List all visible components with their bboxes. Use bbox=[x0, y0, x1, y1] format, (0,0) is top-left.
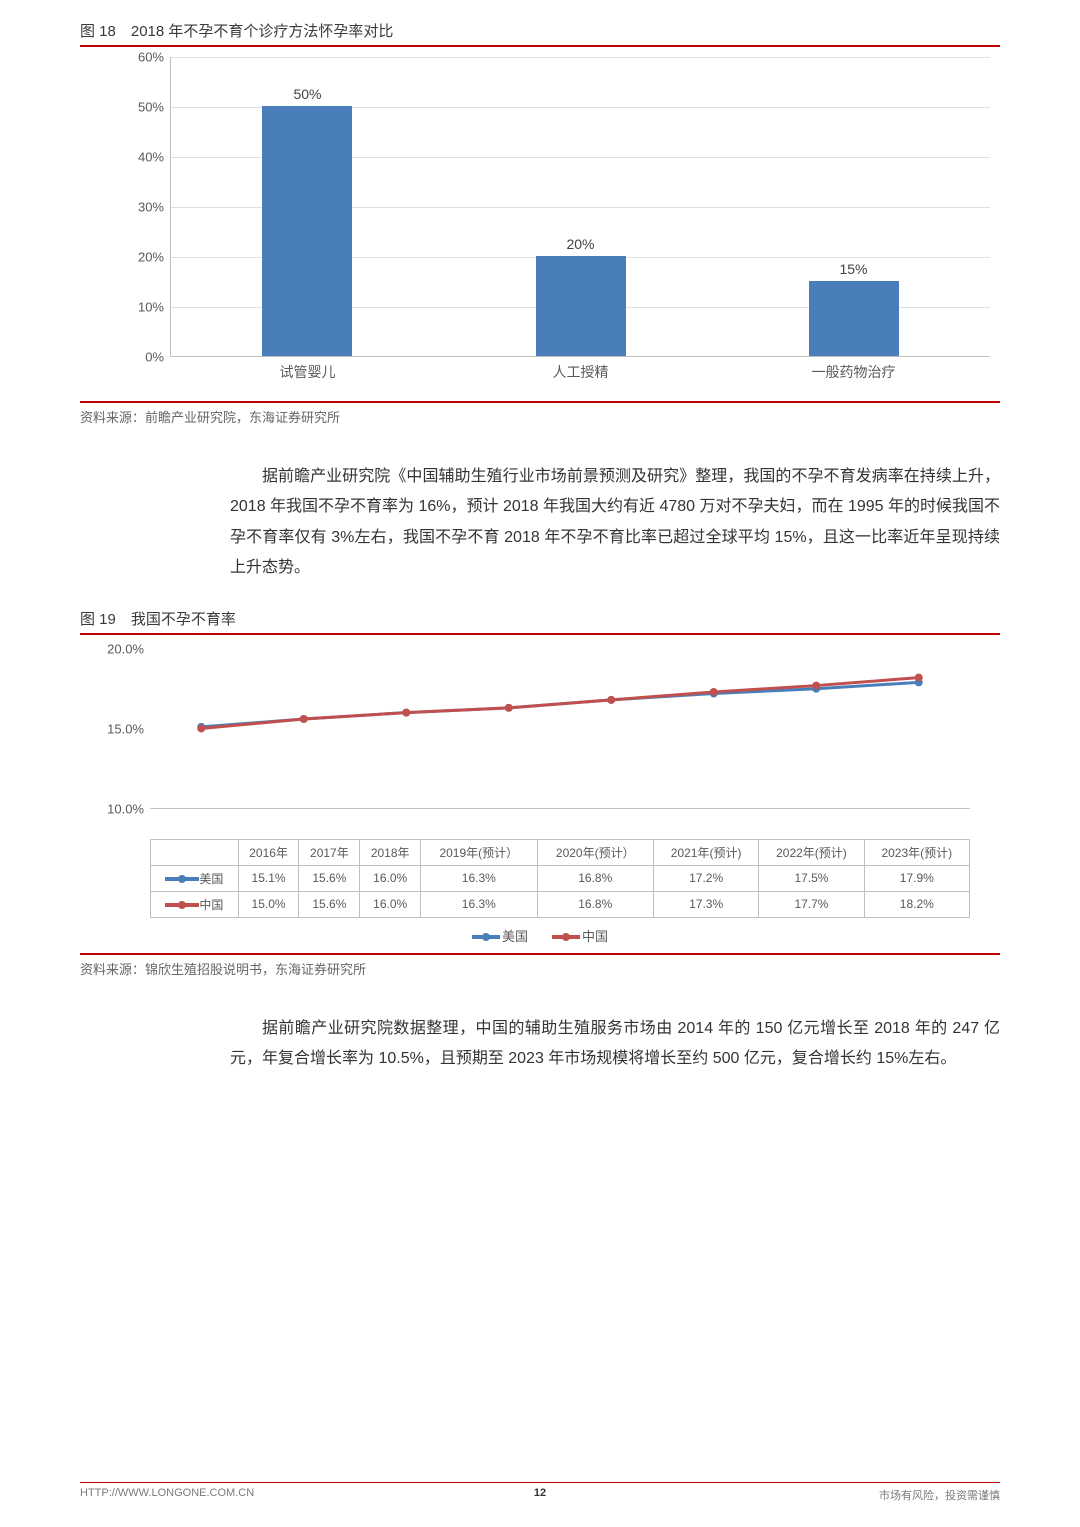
line-marker bbox=[402, 708, 410, 716]
bar-y-tick-label: 0% bbox=[145, 350, 164, 365]
legend-label: 美国 bbox=[502, 929, 528, 944]
bar-y-tick-label: 60% bbox=[138, 50, 164, 65]
table-cell: 15.6% bbox=[299, 891, 360, 917]
table-cell: 17.9% bbox=[864, 865, 969, 891]
table-row: 美国 15.1%15.6%16.0%16.3%16.8%17.2%17.5%17.… bbox=[151, 865, 970, 891]
bar-x-tick-label: 人工授精 bbox=[511, 356, 651, 382]
line-y-tick-label: 10.0% bbox=[107, 801, 144, 816]
table-series-label: 中国 bbox=[151, 891, 239, 917]
table-series-label: 美国 bbox=[151, 865, 239, 891]
table-header-cell: 2018年 bbox=[360, 839, 421, 865]
table-cell: 16.3% bbox=[421, 865, 537, 891]
line-marker bbox=[710, 688, 718, 696]
bar-y-tick-label: 50% bbox=[138, 100, 164, 115]
bar-value-label: 50% bbox=[237, 86, 377, 102]
bar-x-tick-label: 试管婴儿 bbox=[237, 356, 377, 382]
series-swatch bbox=[165, 903, 199, 907]
page-footer: HTTP://WWW.LONGONE.COM.CN 12 市场有风险，投资需谨慎 bbox=[80, 1482, 1000, 1503]
bar-rect bbox=[809, 281, 899, 356]
table-header-cell: 2019年(预计） bbox=[421, 839, 537, 865]
fig19-data-table: 2016年2017年2018年2019年(预计）2020年(预计）2021年(预… bbox=[150, 839, 970, 918]
fig18-bar-chart: 0%10%20%30%40%50%60% 50%试管婴儿20%人工授精15%一般… bbox=[120, 57, 1000, 397]
table-cell: 17.2% bbox=[653, 865, 758, 891]
table-cell: 16.8% bbox=[537, 891, 653, 917]
legend-item: 美国 bbox=[472, 929, 528, 944]
table-cell: 16.3% bbox=[421, 891, 537, 917]
fig19-line-chart: 10.0%15.0%20.0% bbox=[150, 649, 970, 839]
bar-y-tick-label: 40% bbox=[138, 150, 164, 165]
table-cell: 16.0% bbox=[360, 865, 421, 891]
bar-value-label: 20% bbox=[511, 236, 651, 252]
table-header-cell: 2017年 bbox=[299, 839, 360, 865]
legend-item: 中国 bbox=[552, 929, 608, 944]
bar-rect bbox=[262, 106, 352, 356]
fig19-legend: 美国 中国 bbox=[80, 926, 1000, 945]
fig19-source: 资料来源：锦欣生殖招股说明书，东海证券研究所 bbox=[80, 953, 1000, 978]
table-cell: 18.2% bbox=[864, 891, 969, 917]
table-cell: 15.6% bbox=[299, 865, 360, 891]
table-header-blank bbox=[151, 839, 239, 865]
line-y-tick-label: 20.0% bbox=[107, 641, 144, 656]
table-cell: 16.0% bbox=[360, 891, 421, 917]
table-cell: 15.0% bbox=[238, 891, 299, 917]
legend-swatch bbox=[472, 935, 500, 939]
series-name: 中国 bbox=[199, 898, 223, 912]
line-marker bbox=[505, 703, 513, 711]
series-swatch bbox=[165, 877, 199, 881]
table-cell: 17.3% bbox=[653, 891, 758, 917]
table-cell: 16.8% bbox=[537, 865, 653, 891]
fig18-title: 图 18 2018 年不孕不育个诊疗方法怀孕率对比 bbox=[80, 20, 1000, 47]
bar-rect bbox=[536, 256, 626, 356]
bar-y-tick-label: 10% bbox=[138, 300, 164, 315]
line-marker bbox=[915, 673, 923, 681]
bar-value-label: 15% bbox=[784, 261, 924, 277]
footer-disclaimer: 市场有风险，投资需谨慎 bbox=[879, 1487, 1000, 1503]
line-marker bbox=[300, 715, 308, 723]
body-paragraph-1: 据前瞻产业研究院《中国辅助生殖行业市场前景预测及研究》整理，我国的不孕不育发病率… bbox=[230, 462, 1000, 584]
fig19-title: 图 19 我国不孕不育率 bbox=[80, 608, 1000, 635]
table-header-cell: 2022年(预计) bbox=[759, 839, 864, 865]
table-header-cell: 2016年 bbox=[238, 839, 299, 865]
line-marker bbox=[197, 724, 205, 732]
legend-swatch bbox=[552, 935, 580, 939]
line-series bbox=[201, 677, 919, 728]
line-marker bbox=[607, 695, 615, 703]
footer-url: HTTP://WWW.LONGONE.COM.CN bbox=[80, 1487, 254, 1503]
table-cell: 17.5% bbox=[759, 865, 864, 891]
table-cell: 15.1% bbox=[238, 865, 299, 891]
bar-y-tick-label: 30% bbox=[138, 200, 164, 215]
series-name: 美国 bbox=[199, 872, 223, 886]
body-paragraph-2: 据前瞻产业研究院数据整理，中国的辅助生殖服务市场由 2014 年的 150 亿元… bbox=[230, 1014, 1000, 1075]
table-row: 中国 15.0%15.6%16.0%16.3%16.8%17.3%17.7%18.… bbox=[151, 891, 970, 917]
table-header-cell: 2020年(预计） bbox=[537, 839, 653, 865]
fig18-source: 资料来源：前瞻产业研究院，东海证券研究所 bbox=[80, 401, 1000, 426]
bar-y-tick-label: 20% bbox=[138, 250, 164, 265]
legend-label: 中国 bbox=[582, 929, 608, 944]
table-header-cell: 2021年(预计) bbox=[653, 839, 758, 865]
line-marker bbox=[812, 681, 820, 689]
bar-group: 50%试管婴儿 bbox=[237, 86, 377, 356]
table-header-cell: 2023年(预计) bbox=[864, 839, 969, 865]
bar-group: 20%人工授精 bbox=[511, 236, 651, 356]
line-y-tick-label: 15.0% bbox=[107, 721, 144, 736]
bar-group: 15%一般药物治疗 bbox=[784, 261, 924, 356]
footer-page-number: 12 bbox=[534, 1487, 546, 1499]
table-cell: 17.7% bbox=[759, 891, 864, 917]
bar-x-tick-label: 一般药物治疗 bbox=[784, 356, 924, 382]
